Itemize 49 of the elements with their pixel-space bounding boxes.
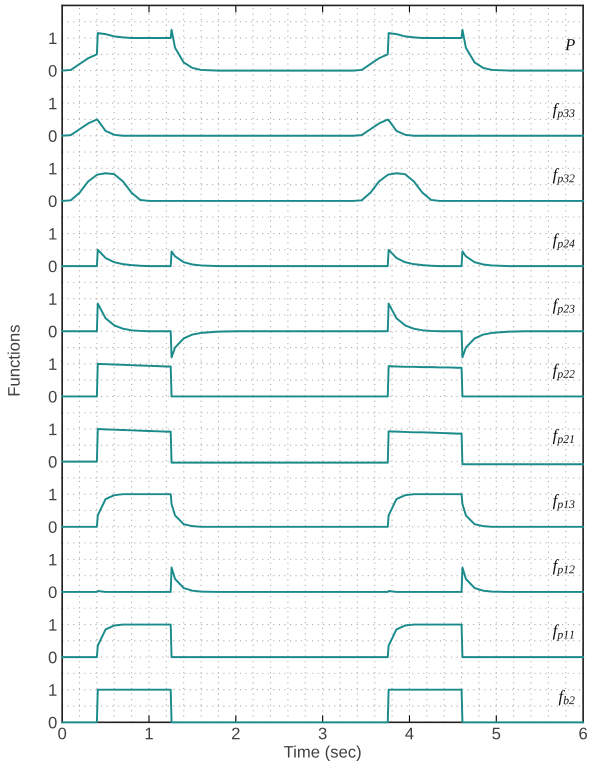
line-series	[61, 118, 584, 137]
series-label: f$_{p33}$	[552, 102, 574, 120]
y-tick-label: 1	[49, 424, 56, 436]
y-tick-label: 1	[49, 619, 56, 631]
y-tick-label: 1	[49, 358, 56, 370]
y-tick-label: 0	[48, 521, 57, 533]
series-label: f$_{p22}$	[552, 364, 575, 380]
y-tick-label: 1	[49, 32, 56, 44]
y-tick-label: 0	[48, 260, 57, 272]
series-label: f$_{p11}$	[552, 624, 574, 641]
series-label: f$_{p12}$	[552, 559, 575, 576]
series-label: f$_{p23}$	[552, 298, 574, 316]
y-tick-label: 1	[49, 162, 56, 174]
series-label: f$_{p21}$	[552, 428, 574, 446]
x-tick-label: 2	[232, 728, 240, 740]
y-tick-label: 0	[48, 456, 57, 468]
line-series	[61, 248, 584, 268]
x-tick-label: 3	[318, 728, 327, 740]
y-tick-label: 1	[49, 98, 56, 110]
line-series	[61, 493, 584, 528]
y-tick-label: 0	[48, 390, 57, 403]
series-label: f$_{p24}$	[552, 233, 575, 250]
line-series	[61, 428, 584, 466]
y-tick-label: 0	[48, 326, 57, 338]
line-series	[61, 28, 584, 72]
y-tick-label: 1	[49, 684, 56, 696]
y-axis-title: Functions	[8, 325, 20, 396]
y-tick-label: 0	[48, 716, 57, 729]
line-series	[61, 362, 584, 398]
x-tick-label: 0	[58, 728, 66, 740]
series-label: f$_{p13}$	[552, 494, 574, 511]
y-tick-label: 0	[48, 652, 57, 664]
y-tick-label: 0	[48, 130, 57, 142]
x-axis-title: Time (sec)	[284, 745, 361, 762]
series-label: f$_{b2}$	[558, 690, 575, 706]
x-tick-label: 6	[579, 728, 588, 740]
x-tick-label: 4	[405, 728, 414, 740]
y-tick-label: 1	[49, 488, 56, 500]
series-label: f$_{p32}$	[552, 168, 575, 185]
y-tick-label: 0	[48, 64, 57, 77]
y-tick-label: 0	[48, 195, 57, 208]
y-tick-label: 1	[49, 293, 56, 305]
x-tick-label: 5	[492, 728, 500, 740]
line-series	[61, 624, 584, 658]
series-label: P	[565, 39, 575, 50]
y-tick-label: 1	[49, 554, 56, 566]
x-tick-label: 1	[146, 728, 153, 740]
y-tick-label: 0	[48, 586, 57, 598]
y-tick-label: 1	[49, 228, 56, 240]
